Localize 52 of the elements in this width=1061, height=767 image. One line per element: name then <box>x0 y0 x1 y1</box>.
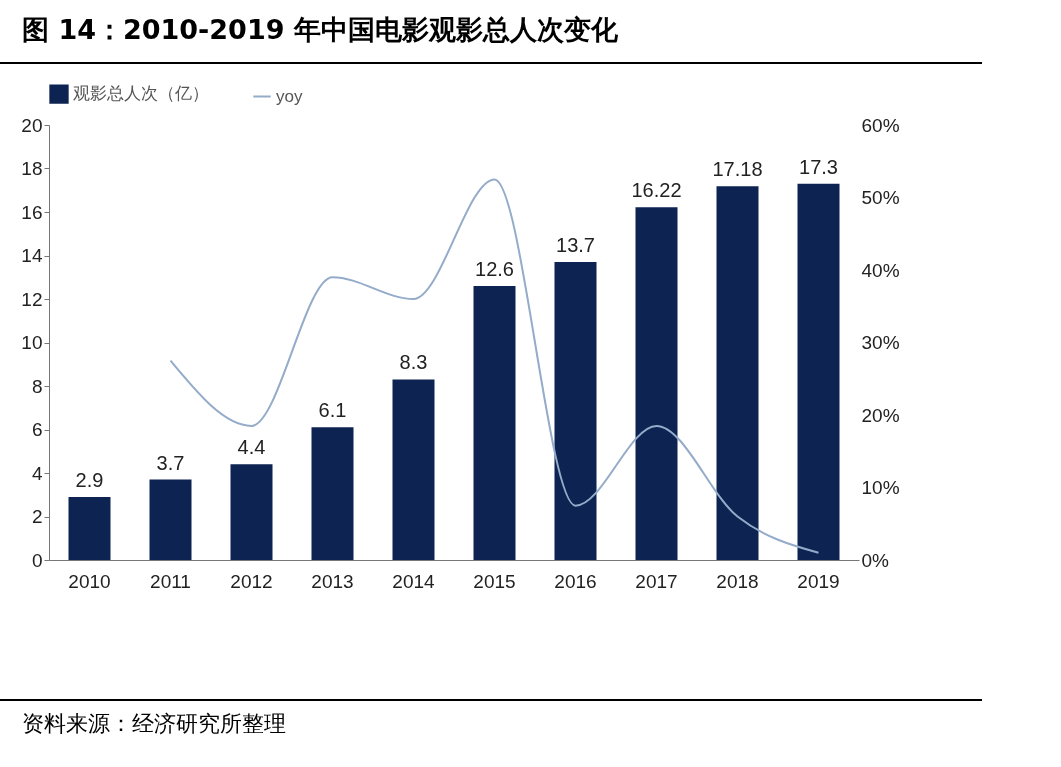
x-tick-label: 2015 <box>473 570 516 592</box>
x-tick-label: 2016 <box>554 570 597 592</box>
bar <box>635 207 678 560</box>
bar <box>68 496 111 560</box>
legend-label: 观影总人次（亿） <box>73 84 209 104</box>
data-label: 2.9 <box>75 468 104 491</box>
y-tick-label: 2 <box>31 506 43 527</box>
y-tick-label: 8 <box>31 375 43 397</box>
data-label: 13.7 <box>556 234 595 257</box>
x-tick-label: 2019 <box>797 570 840 592</box>
data-label: 4.4 <box>237 436 266 459</box>
data-label: 6.1 <box>318 399 347 422</box>
x-tick-label: 2013 <box>311 570 354 592</box>
bar <box>797 183 840 560</box>
y-tick-label: 16 <box>21 201 43 223</box>
y-tick-label: 0 <box>31 549 43 571</box>
y2-tick-label: 30% <box>861 332 900 353</box>
y-tick-label: 12 <box>21 288 43 310</box>
x-tick-label: 2011 <box>150 570 191 592</box>
bar <box>149 479 192 560</box>
x-tick-label: 2014 <box>392 570 436 592</box>
y-tick-label: 14 <box>21 245 43 266</box>
chart-title: 图 14：2010-2019 年中国电影观影总人次变化 <box>0 0 982 64</box>
y2-tick-label: 60% <box>861 114 900 136</box>
bar <box>473 285 516 560</box>
bar <box>554 262 597 560</box>
y2-tick-label: 10% <box>861 477 900 498</box>
y-tick-label: 20 <box>21 114 43 136</box>
y-tick-label: 6 <box>31 419 43 440</box>
data-label: 17.3 <box>799 155 838 178</box>
bar <box>716 186 759 560</box>
data-label: 3.7 <box>156 451 185 474</box>
bar <box>230 464 273 560</box>
y2-tick-label: 0% <box>861 549 890 571</box>
legend-label: yoy <box>276 86 303 106</box>
data-label: 8.3 <box>399 351 428 374</box>
bar <box>392 379 435 560</box>
data-label: 16.22 <box>631 179 682 202</box>
x-tick-label: 2010 <box>68 570 111 592</box>
data-label: 12.6 <box>475 257 514 280</box>
text: 资料来源：经济研究所整理 <box>0 699 982 739</box>
x-tick-label: 2017 <box>635 570 678 592</box>
bar <box>311 427 354 560</box>
y2-tick-label: 20% <box>861 404 900 426</box>
y-tick-label: 18 <box>21 158 43 179</box>
y2-tick-label: 40% <box>861 259 900 281</box>
y-tick-label: 10 <box>21 332 43 353</box>
x-tick-label: 2012 <box>230 570 273 592</box>
y2-tick-label: 50% <box>861 187 900 208</box>
x-tick-label: 2018 <box>716 570 759 592</box>
y-tick-label: 4 <box>31 462 43 484</box>
data-label: 17.18 <box>712 158 763 181</box>
